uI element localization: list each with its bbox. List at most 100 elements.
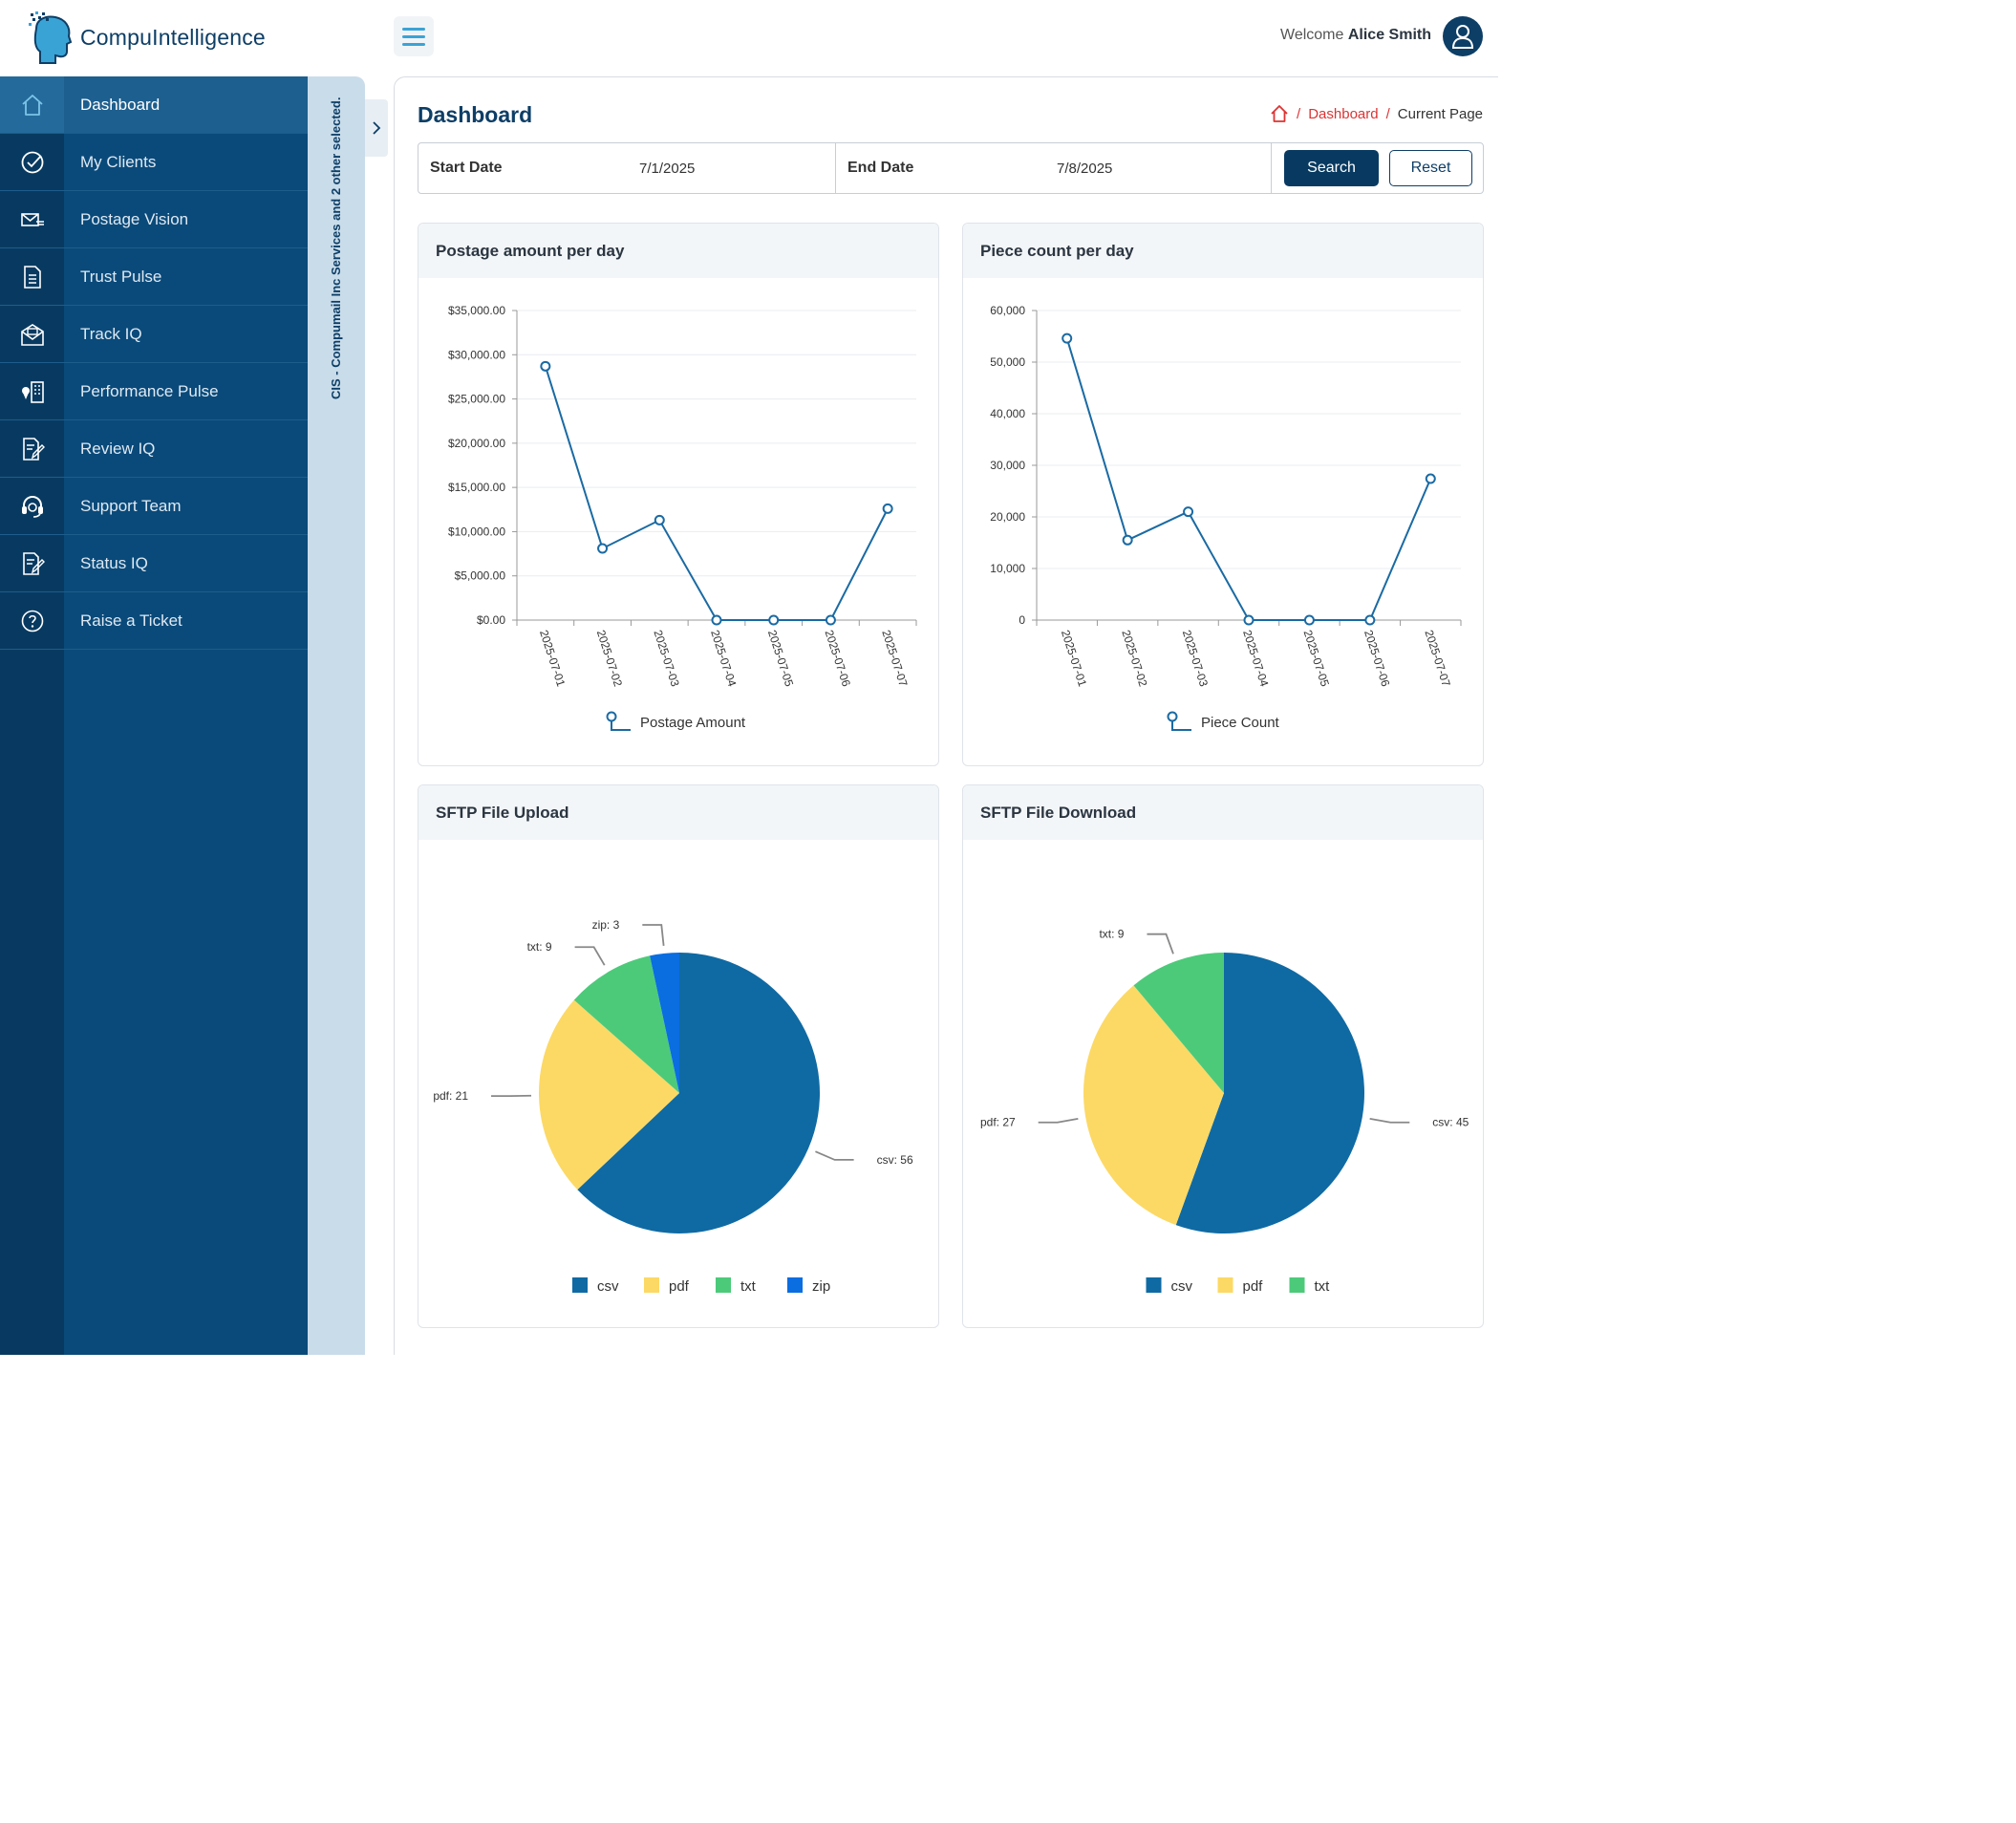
sidebar-item-performance-pulse[interactable]: Performance Pulse [0, 363, 308, 420]
menu-toggle-button[interactable] [394, 16, 434, 56]
pie-callout-line [1038, 1118, 1079, 1124]
end-date-value[interactable]: 7/8/2025 [1057, 160, 1113, 177]
start-date-value[interactable]: 7/1/2025 [639, 160, 696, 177]
x-tick-label: 2025-07-06 [1362, 629, 1392, 689]
start-date-field[interactable]: Start Date 7/1/2025 [418, 143, 836, 193]
data-point [1122, 534, 1133, 546]
legend-line [1171, 721, 1191, 731]
chart-title: Piece count per day [963, 224, 1483, 278]
legend-line [611, 721, 631, 731]
sidebar-item-postage-vision[interactable]: Postage Vision [0, 191, 308, 248]
expand-panel-button[interactable] [365, 99, 388, 157]
breadcrumb-current: Current Page [1397, 105, 1483, 122]
x-tick-label: 2025-07-05 [1301, 629, 1332, 689]
user-name: Alice Smith [1347, 27, 1431, 43]
pie-slice-pdf [1083, 985, 1224, 1226]
sidebar-item-trust-pulse[interactable]: Trust Pulse [0, 248, 308, 306]
sidebar: Dashboard My Clients Postage Vision Trus… [0, 76, 308, 1355]
x-tick-label: 2025-07-03 [651, 629, 681, 689]
sidebar-item-status-iq[interactable]: Status IQ [0, 535, 308, 592]
home-icon [21, 94, 43, 116]
legend-swatch-pdf [1217, 1277, 1233, 1293]
sidebar-item-track-iq[interactable]: Track IQ [0, 306, 308, 363]
pie-callout-line [574, 946, 606, 966]
y-tick-label: $10,000.00 [448, 525, 505, 538]
y-tick-label: 20,000 [990, 510, 1025, 524]
sidebar-item-label: Track IQ [80, 324, 142, 343]
user-icon [1451, 25, 1474, 49]
data-point [597, 543, 609, 554]
y-tick-label: $0.00 [477, 613, 505, 627]
pie-callout-line [815, 1150, 854, 1161]
legend-label: pdf [669, 1278, 690, 1295]
sidebar-item-review-iq[interactable]: Review IQ [0, 420, 308, 478]
legend-marker [606, 711, 617, 722]
x-tick-label: 2025-07-02 [1119, 629, 1149, 689]
data-point [1062, 332, 1073, 344]
page-title: Dashboard [418, 102, 533, 127]
user-avatar-button[interactable] [1443, 16, 1483, 56]
x-tick-label: 2025-07-07 [879, 629, 910, 689]
mail-fast-icon [20, 212, 44, 226]
legend-swatch-txt [1289, 1277, 1305, 1293]
pie-slice-txt [1133, 953, 1224, 1093]
document-icon [23, 265, 41, 289]
sidebar-item-label: Support Team [80, 496, 182, 515]
breadcrumb-dashboard-link[interactable]: Dashboard [1308, 105, 1379, 122]
edit-document-icon [22, 551, 45, 575]
end-date-label: End Date [847, 160, 914, 176]
legend-label: zip [812, 1278, 830, 1295]
pie-slice-zip [650, 953, 679, 1093]
x-tick-label: 2025-07-05 [765, 629, 796, 689]
data-point [1243, 614, 1255, 626]
piece-count-chart-card: Piece count per day 60,000 50,000 40,000 30… [962, 223, 1484, 766]
pie-slice-pdf [539, 999, 679, 1190]
y-tick-label: $15,000.00 [448, 481, 505, 494]
sidebar-item-label: Dashboard [80, 95, 161, 114]
x-tick-label: 2025-07-01 [1059, 629, 1089, 689]
data-point [540, 360, 551, 372]
client-selection-panel[interactable]: CIS - Compumail Inc Services and 2 other… [308, 76, 365, 1355]
company-logo[interactable]: CompuIntelligence [27, 10, 266, 65]
sidebar-item-raise-ticket[interactable]: Raise a Ticket [0, 592, 308, 650]
envelope-open-icon [20, 323, 44, 346]
sidebar-item-my-clients[interactable]: My Clients [0, 134, 308, 191]
sftp-upload-chart-card: SFTP File Upload csv: 56 pdf: 21 txt: 9 zip… [418, 784, 939, 1328]
y-tick-label: $35,000.00 [448, 304, 505, 317]
sidebar-item-dashboard[interactable]: Dashboard [0, 76, 308, 134]
end-date-field[interactable]: End Date 7/8/2025 [836, 143, 1272, 193]
data-point [711, 614, 722, 626]
chart-title: SFTP File Download [963, 785, 1483, 840]
y-tick-label: 50,000 [990, 355, 1025, 369]
legend-label: csv [597, 1278, 619, 1295]
y-tick-label: 0 [1019, 613, 1025, 627]
edit-document-icon [22, 437, 45, 461]
legend-label: txt [1315, 1278, 1331, 1295]
legend-label: txt [740, 1278, 757, 1295]
x-tick-label: 2025-07-07 [1422, 629, 1452, 689]
x-tick-label: 2025-07-04 [708, 629, 739, 689]
postage-amount-line-chart: $35,000.00 $30,000.00 $25,000.00 $20,000.00… [448, 304, 917, 731]
home-icon[interactable] [1270, 104, 1289, 123]
search-button[interactable]: Search [1284, 150, 1379, 186]
legend-label: Postage Amount [640, 715, 746, 731]
legend-swatch-csv [1146, 1277, 1162, 1293]
sidebar-item-label: Review IQ [80, 439, 156, 458]
legend-marker [1167, 711, 1178, 722]
pie-data-label: txt: 9 [1099, 928, 1124, 941]
logo-text: CompuIntelligence [80, 24, 266, 50]
sidebar-item-support-team[interactable]: Support Team [0, 478, 308, 535]
pie-data-label: txt: 9 [527, 940, 552, 954]
top-bar: CompuIntelligence Welcome Alice Smith [0, 0, 1498, 76]
legend-swatch-csv [572, 1277, 588, 1293]
data-point [825, 614, 836, 626]
client-selection-text: CIS - Compumail Inc Services and 2 other… [329, 97, 343, 400]
legend-swatch-zip [787, 1277, 803, 1293]
data-point [1425, 473, 1436, 484]
legend-label: csv [1171, 1278, 1193, 1295]
reset-button[interactable]: Reset [1389, 150, 1472, 186]
sidebar-item-label: Raise a Ticket [80, 611, 182, 630]
start-date-label: Start Date [430, 160, 503, 176]
chart-title: Postage amount per day [418, 224, 938, 278]
piece-count-line-chart: 60,000 50,000 40,000 30,000 20,000 10,000 0 202… [990, 304, 1462, 731]
